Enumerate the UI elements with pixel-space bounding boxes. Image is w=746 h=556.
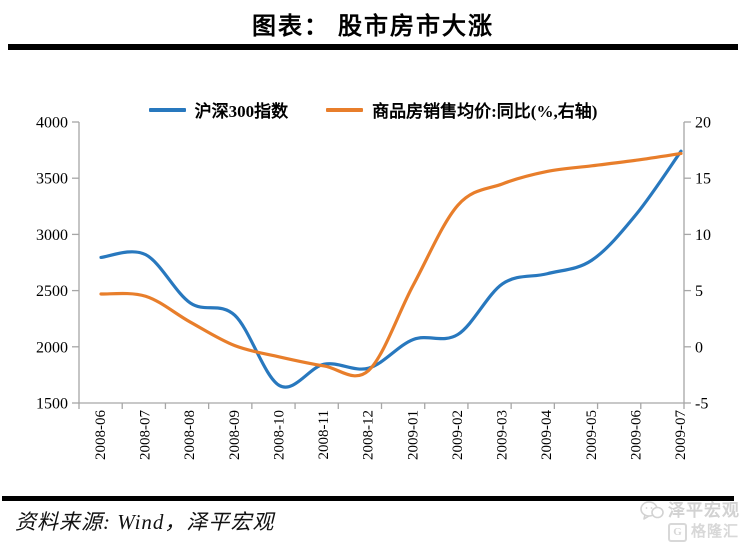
watermark-brand-row: 泽平宏观 <box>640 501 740 520</box>
x-axis-tick-label: 2009-01 <box>405 410 421 460</box>
footer-divider <box>2 496 734 501</box>
legend-label-csi300: 沪深300指数 <box>194 102 289 121</box>
left-axis-tick-label: 3500 <box>36 171 68 188</box>
left-axis-tick-label: 4000 <box>36 115 68 132</box>
legend-item-csi300: 沪深300指数 <box>148 97 289 122</box>
left-axis-tick-label: 2500 <box>36 283 68 300</box>
x-axis-tick-label: 2008-06 <box>93 410 109 460</box>
x-axis-tick-label: 2009-05 <box>584 410 600 460</box>
x-axis-tick-label: 2009-03 <box>495 410 511 460</box>
left-axis-tick-label: 1500 <box>36 396 68 413</box>
watermark-gelonghui-text: 格隆汇 <box>690 524 739 540</box>
watermark-brand-text: 泽平宏观 <box>668 501 740 520</box>
series-line-house-price <box>99 151 683 378</box>
legend-line-swatch-orange-icon <box>326 107 364 112</box>
right-axis-tick-label: 5 <box>695 283 703 300</box>
x-axis-tick-label: 2008-09 <box>227 410 243 460</box>
x-axis-tick-label: 2008-07 <box>138 410 154 460</box>
page-title: 图表： 股市房市大涨 <box>252 14 494 40</box>
legend-item-house-price: 商品房销售均价:同比(%,右轴) <box>326 97 597 122</box>
x-axis-tick-label: 2008-10 <box>271 410 287 460</box>
left-axis-tick-label: 2000 <box>36 339 68 356</box>
right-axis-tick-label: 0 <box>695 339 703 356</box>
source-note: 资料来源: Wind，泽平宏观 <box>15 510 275 534</box>
x-axis-tick-label: 2008-11 <box>316 410 332 459</box>
x-axis-tick-label: 2009-07 <box>673 410 689 460</box>
x-axis-tick-label: 2009-04 <box>539 410 555 460</box>
left-axis-tick-label: 3000 <box>36 227 68 244</box>
legend-label-house-price: 商品房销售均价:同比(%,右轴) <box>372 102 598 121</box>
right-axis-tick-label: -5 <box>695 396 708 413</box>
x-axis-tick-label: 2009-02 <box>450 410 466 460</box>
watermark-gelonghui-row: G 格隆汇 <box>640 523 740 542</box>
chart-legend: 沪深300指数 商品房销售均价:同比(%,右轴) <box>0 97 746 122</box>
top-divider <box>8 44 738 50</box>
x-axis-tick-label: 2009-06 <box>628 410 644 460</box>
right-axis-tick-label: 15 <box>695 171 711 188</box>
legend-line-swatch-blue-icon <box>148 107 186 112</box>
watermark: 泽平宏观 G 格隆汇 <box>640 501 740 542</box>
x-axis-tick-label: 2008-08 <box>182 410 198 460</box>
gelonghui-g-icon: G <box>667 523 687 542</box>
x-axis-tick-label: 2008-12 <box>361 410 377 460</box>
series-line-csi300 <box>99 149 683 389</box>
right-axis-tick-label: 20 <box>695 115 711 132</box>
right-axis-tick-label: 10 <box>695 227 711 244</box>
wechat-icon <box>640 501 664 520</box>
